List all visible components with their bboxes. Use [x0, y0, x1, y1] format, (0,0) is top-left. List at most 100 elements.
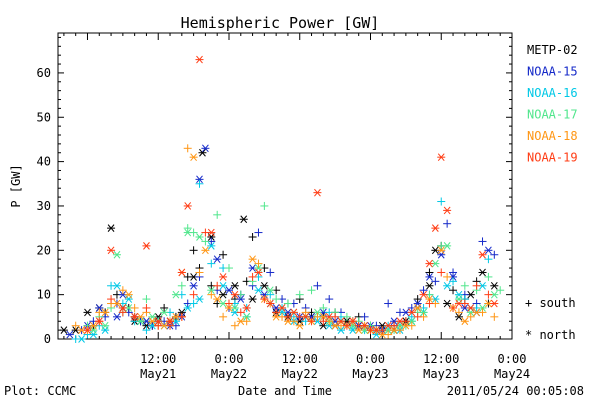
south-point [142, 326, 151, 335]
north-point [213, 295, 222, 303]
north-point [239, 215, 248, 224]
south-point [437, 197, 446, 206]
north-point [437, 250, 446, 259]
south-point [266, 290, 275, 299]
north-point [472, 308, 481, 317]
north-point [118, 304, 127, 312]
north-point [236, 317, 245, 326]
north-point [266, 299, 275, 308]
north-point [242, 313, 251, 321]
south-point [384, 299, 393, 308]
legend-entry: NOAA-19 [527, 151, 578, 165]
x-tick-time-label: 12:00 [140, 352, 176, 366]
north-point [490, 281, 499, 290]
y-tick-label: 10 [37, 288, 51, 302]
south-point [478, 237, 487, 246]
south-point [425, 299, 434, 308]
south-point [283, 312, 292, 321]
south-point [213, 281, 222, 290]
north-point [59, 326, 68, 334]
north-point [248, 255, 257, 263]
south-point [189, 290, 198, 299]
marker-legend-entry: + south [525, 296, 576, 310]
north-point [460, 317, 469, 326]
north-point [354, 326, 363, 334]
north-point [443, 206, 452, 215]
north-point [112, 281, 121, 290]
north-point [295, 321, 304, 330]
data-points [59, 55, 505, 343]
north-point [112, 250, 121, 259]
north-point [183, 202, 192, 210]
south-point [177, 281, 186, 290]
north-point [443, 242, 452, 250]
north-point [224, 286, 233, 295]
north-point [207, 286, 216, 295]
south-point [342, 312, 351, 321]
south-point [254, 228, 263, 237]
south-point [219, 250, 228, 259]
y-axis-ticks: 0 10 20 30 40 50 60 [37, 36, 512, 346]
north-point [260, 281, 269, 290]
north-point [219, 290, 228, 299]
south-point [260, 201, 269, 210]
south-point [431, 277, 440, 286]
south-point [201, 237, 210, 246]
north-point [95, 304, 104, 312]
north-point [207, 242, 216, 250]
south-point [272, 295, 281, 304]
south-point [490, 312, 499, 321]
north-point [166, 317, 175, 326]
south-point [195, 179, 204, 188]
south-point [490, 250, 499, 259]
north-point [89, 321, 98, 330]
north-point [407, 308, 416, 317]
north-point [201, 246, 210, 255]
x-tick-time-label: 0:00 [215, 352, 244, 366]
north-point [230, 281, 239, 290]
north-point [395, 317, 404, 326]
south-point [325, 295, 334, 304]
x-tick-date-label: May24 [494, 367, 530, 381]
north-point [95, 317, 104, 326]
north-point [154, 317, 163, 326]
north-point [466, 304, 475, 312]
x-tick-date-label: May21 [140, 367, 176, 381]
south-point [425, 268, 434, 277]
north-point [207, 228, 216, 237]
y-axis-label: P [GW] [9, 164, 23, 207]
north-point [101, 308, 110, 317]
x-tick-date-label: May22 [211, 367, 247, 381]
legend-entry: NOAA-18 [527, 129, 578, 143]
north-point [372, 326, 381, 334]
north-point [478, 268, 487, 277]
south-point [283, 299, 292, 308]
y-tick-label: 60 [37, 66, 51, 80]
south-point [160, 303, 169, 312]
chart-title: Hemispheric Power [GW] [181, 14, 380, 32]
north-point [112, 299, 121, 308]
south-point [484, 290, 493, 299]
south-point [454, 308, 463, 317]
north-point [390, 326, 399, 334]
north-point [313, 308, 322, 317]
north-point [201, 144, 210, 153]
north-point [331, 321, 340, 330]
x-tick-time-label: 12:00 [423, 352, 459, 366]
north-point [425, 273, 434, 281]
south-point [154, 321, 163, 330]
north-point [198, 148, 207, 157]
x-tick-date-label: May23 [352, 367, 388, 381]
south-point [224, 299, 233, 308]
south-point [307, 317, 316, 326]
south-point [183, 224, 192, 233]
north-point [348, 317, 357, 326]
north-point [313, 188, 322, 197]
north-point [65, 330, 74, 339]
north-point [425, 295, 434, 303]
north-point [378, 330, 387, 339]
north-point [454, 295, 463, 303]
south-point [443, 272, 452, 281]
south-point [207, 290, 216, 299]
south-point [449, 268, 458, 277]
